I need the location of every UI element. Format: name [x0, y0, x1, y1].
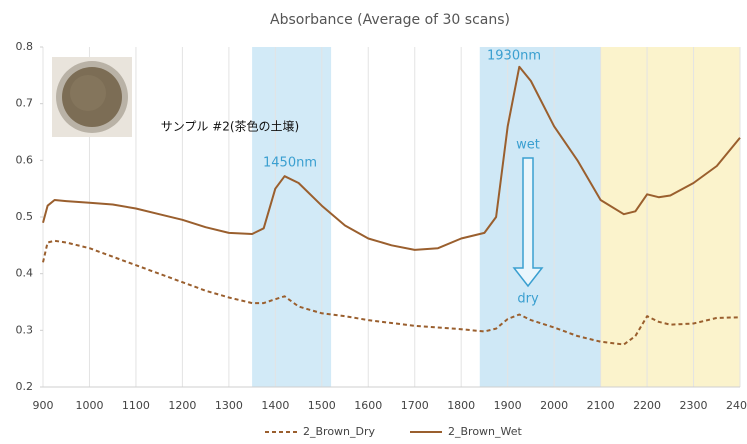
- x-tick-label: 1100: [122, 399, 150, 412]
- sample-photo: [52, 57, 132, 137]
- annotation: wet: [516, 138, 540, 153]
- legend-label: 2_Brown_Wet: [448, 425, 523, 438]
- y-tick-label: 0.6: [16, 153, 34, 166]
- y-tick-label: 0.3: [16, 323, 34, 336]
- band: [252, 47, 331, 387]
- chart-title: Absorbance (Average of 30 scans): [270, 12, 510, 28]
- y-tick-label: 0.2: [16, 380, 34, 393]
- x-tick-label: 900: [33, 399, 54, 412]
- legend-label: 2_Brown_Dry: [303, 425, 376, 438]
- x-tick-label: 1300: [215, 399, 243, 412]
- y-tick-label: 0.7: [16, 97, 34, 110]
- x-tick-label: 2100: [587, 399, 615, 412]
- x-tick-label: 2300: [680, 399, 708, 412]
- annotation: 1450nm: [263, 156, 317, 171]
- x-tick-label: 1500: [308, 399, 336, 412]
- page: {"chart_data": {"type": "line", "title":…: [0, 0, 747, 444]
- x-tick-label: 1600: [354, 399, 382, 412]
- x-tick-label: 2000: [540, 399, 568, 412]
- x-tick-label: 1400: [261, 399, 289, 412]
- y-tick-label: 0.4: [16, 267, 34, 280]
- x-tick-label: 1900: [494, 399, 522, 412]
- x-tick-label: 1800: [447, 399, 475, 412]
- x-tick-label: 2200: [633, 399, 661, 412]
- x-tick-label: 1200: [168, 399, 196, 412]
- band: [601, 47, 740, 387]
- x-tick-label: 1000: [75, 399, 103, 412]
- y-tick-label: 0.5: [16, 210, 34, 223]
- y-tick-label: 0.8: [16, 40, 34, 53]
- annotation: サンプル #2(茶色の土壌): [161, 119, 300, 134]
- x-tick-label: 1700: [401, 399, 429, 412]
- annotation: dry: [517, 292, 539, 307]
- annotation: 1930nm: [487, 49, 541, 64]
- chart: Absorbance (Average of 30 scans) 900 1000…: [0, 0, 747, 444]
